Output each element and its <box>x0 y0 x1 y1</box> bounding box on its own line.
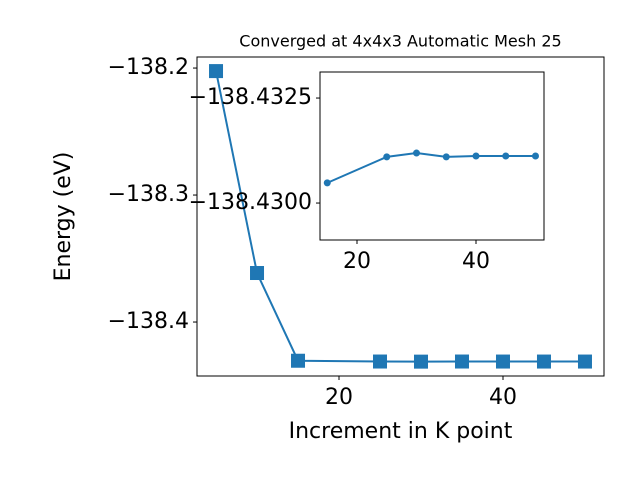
marker <box>577 354 592 369</box>
marker <box>536 354 551 369</box>
marker <box>323 179 331 187</box>
x-axis-label: Increment in K point <box>289 419 513 444</box>
y-tick-label: −138.4 <box>108 309 189 334</box>
chart-title: Converged at 4x4x3 Automatic Mesh 25 <box>239 32 561 51</box>
x-tick-label: 20 <box>325 385 353 410</box>
marker <box>502 152 510 160</box>
x-tick-label: 40 <box>489 385 517 410</box>
y-tick-label: −138.4300 <box>189 190 312 215</box>
x-tick-label: 40 <box>462 249 490 274</box>
marker <box>373 354 388 369</box>
marker <box>383 153 391 161</box>
marker <box>413 354 428 369</box>
marker <box>454 354 469 369</box>
marker <box>442 153 450 161</box>
marker <box>531 152 539 160</box>
y-axis-label: Energy (eV) <box>51 152 76 282</box>
marker <box>209 64 224 79</box>
marker <box>250 266 265 281</box>
y-tick-label: −138.2 <box>108 55 189 80</box>
marker <box>413 149 421 157</box>
y-tick-label: −138.4325 <box>189 85 312 110</box>
x-tick-label: 20 <box>343 249 371 274</box>
marker <box>495 354 510 369</box>
axes-frame <box>319 71 545 241</box>
marker <box>472 152 480 160</box>
marker <box>291 353 306 368</box>
axes-frame <box>196 56 605 377</box>
y-tick-label: −138.3 <box>108 182 189 207</box>
